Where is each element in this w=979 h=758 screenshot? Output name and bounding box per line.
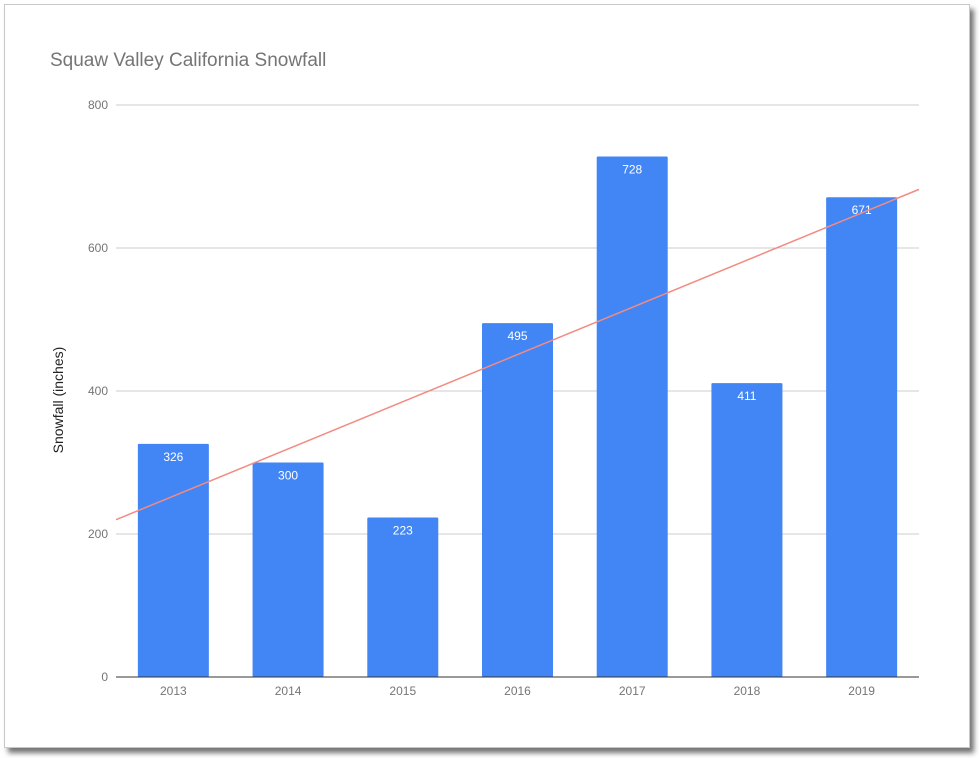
- y-tick-labels: 0 200 400 600 800: [88, 98, 108, 684]
- bar-2018: [711, 383, 783, 677]
- x-tick-label: 2015: [389, 684, 416, 698]
- y-tick-label: 400: [88, 384, 108, 398]
- x-tick-label: 2017: [619, 684, 646, 698]
- x-tick-labels: 2013 2014 2015 2016 2017 2018 2019: [160, 684, 875, 698]
- x-tick-label: 2019: [848, 684, 875, 698]
- bar-2016: [482, 323, 553, 677]
- trendline: [115, 188, 920, 521]
- bar-2019: [826, 197, 898, 678]
- data-label-2017: 728: [622, 162, 642, 176]
- x-tick-label: 2016: [504, 684, 531, 698]
- data-label-2016: 495: [507, 329, 527, 343]
- bar-2017: [596, 156, 668, 678]
- data-label-2013: 326: [163, 450, 183, 464]
- y-axis-label: Snowfall (inches): [50, 347, 66, 454]
- chart-title: Squaw Valley California Snowfall: [50, 50, 327, 71]
- bars: [137, 156, 898, 678]
- bar-2015: [367, 517, 439, 677]
- y-tick-label: 600: [88, 241, 108, 255]
- x-tick-label: 2013: [160, 684, 187, 698]
- bar-2013: [137, 443, 209, 677]
- x-tick-label: 2018: [734, 684, 761, 698]
- y-tick-label: 200: [88, 527, 108, 541]
- data-label-2015: 223: [393, 524, 413, 538]
- x-tick-label: 2014: [275, 684, 302, 698]
- data-label-2018: 411: [737, 389, 756, 403]
- bar-2014: [252, 462, 324, 677]
- y-tick-label: 0: [101, 670, 108, 684]
- y-tick-label: 800: [88, 98, 108, 112]
- data-label-2014: 300: [278, 469, 298, 483]
- data-label-2019: 671: [852, 203, 872, 217]
- data-labels: 326 300 223 495 728 411 671: [163, 162, 872, 537]
